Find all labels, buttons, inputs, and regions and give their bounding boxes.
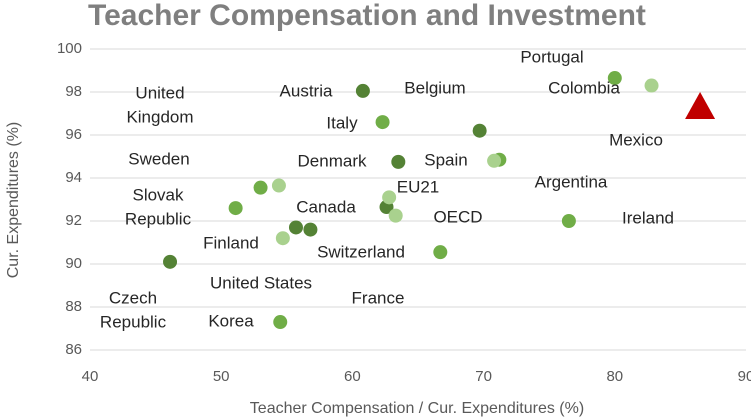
point [271, 178, 286, 193]
point [273, 315, 288, 330]
point [275, 231, 290, 246]
annotation: Austria [280, 81, 333, 100]
y-tick-label: 94 [65, 169, 82, 186]
y-tick-label: 90 [65, 255, 82, 272]
x-tick-label: 80 [606, 368, 623, 385]
x-tick-label: 70 [475, 368, 492, 385]
y-tick-label: 100 [57, 40, 82, 57]
y-tick-label: 92 [65, 212, 82, 229]
y-axis-label: Cur. Expenditures (%) [5, 122, 22, 279]
x-tick-label: 50 [213, 368, 230, 385]
chart-title: Teacher Compensation and Investment [88, 0, 646, 32]
point [253, 180, 268, 195]
x-tick-label: 90 [738, 368, 751, 385]
annotation: France [352, 288, 405, 307]
point [388, 208, 403, 223]
point [433, 245, 448, 260]
annotation: Mexico [609, 130, 663, 149]
annotation: Korea [208, 311, 254, 330]
annotation: Colombia [548, 78, 620, 97]
point [391, 154, 406, 169]
point [355, 83, 370, 98]
point [644, 78, 659, 93]
x-tick-label: 60 [344, 368, 361, 385]
point [685, 92, 716, 120]
annotation: United [135, 83, 184, 102]
point [375, 115, 390, 130]
annotation: Switzerland [317, 242, 405, 261]
annotation: Republic [125, 209, 192, 228]
annotation: Slovak [132, 185, 184, 204]
annotation: OECD [433, 207, 482, 226]
annotation: Canada [296, 197, 356, 216]
annotation: United States [210, 273, 312, 292]
x-axis-label: Teacher Compensation / Cur. Expenditures… [250, 400, 584, 417]
point [472, 123, 487, 138]
annotation: Italy [326, 113, 358, 132]
point [303, 222, 318, 237]
annotation: Belgium [404, 78, 465, 97]
annotation: Czech [109, 288, 157, 307]
annotation: Argentina [535, 172, 608, 191]
annotation: Kingdom [126, 107, 193, 126]
point [487, 153, 502, 168]
annotation: Denmark [298, 151, 367, 170]
y-tick-label: 86 [65, 341, 82, 358]
point [288, 220, 303, 235]
annotation: Finland [203, 233, 259, 252]
y-tick-label: 96 [65, 126, 82, 143]
annotation: Spain [424, 150, 467, 169]
annotation: Sweden [128, 149, 189, 168]
point [228, 201, 243, 216]
y-tick-label: 88 [65, 298, 82, 315]
y-tick-label: 98 [65, 83, 82, 100]
annotation: EU21 [397, 177, 440, 196]
point [607, 71, 622, 86]
point [561, 214, 576, 228]
annotation: Republic [100, 312, 167, 331]
annotation: Portugal [520, 47, 583, 66]
x-tick-label: 40 [82, 368, 99, 385]
annotation: Ireland [622, 208, 674, 227]
point [382, 190, 397, 205]
point [163, 254, 178, 269]
